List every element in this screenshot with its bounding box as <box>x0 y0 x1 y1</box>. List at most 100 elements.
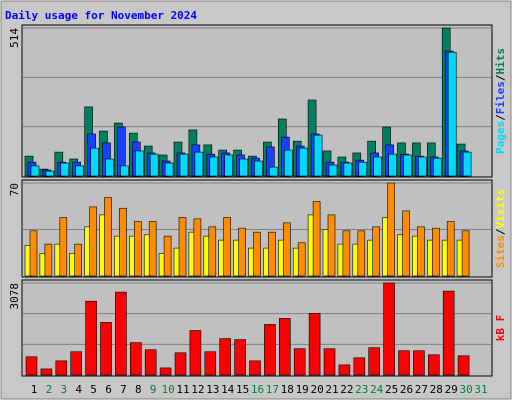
bar <box>297 242 306 277</box>
bar <box>328 164 338 177</box>
bar <box>387 182 395 277</box>
bar <box>75 165 84 177</box>
bar <box>358 161 368 177</box>
bar <box>427 354 440 376</box>
legend-entry: Sites <box>494 235 507 268</box>
bar <box>60 162 70 177</box>
bar <box>179 153 189 177</box>
bar <box>278 318 291 376</box>
bar <box>442 290 455 376</box>
y-tick-label: 514 <box>8 28 21 48</box>
bar <box>462 151 472 177</box>
legend-entry: Visits <box>494 189 507 229</box>
bar <box>238 227 246 277</box>
legend: kB F <box>494 315 507 342</box>
bar <box>105 158 114 177</box>
bar <box>254 160 263 177</box>
x-tick-label: 25 <box>385 383 398 396</box>
bar <box>234 339 246 376</box>
bar <box>74 243 82 277</box>
x-tick-label: 10 <box>161 383 174 396</box>
bar <box>417 226 425 277</box>
bar <box>149 153 159 177</box>
bar <box>44 243 53 277</box>
x-tick-label: 13 <box>206 383 219 396</box>
bar <box>461 230 470 277</box>
legend-entry: Files <box>494 81 507 114</box>
x-tick-label: 22 <box>340 383 353 396</box>
x-tick-label: 28 <box>430 383 443 396</box>
bar <box>164 162 174 177</box>
x-tick-label: 21 <box>325 383 338 396</box>
bar <box>253 231 261 277</box>
x-tick-label: 2 <box>46 383 53 396</box>
bar <box>193 218 202 277</box>
x-tick-label: 12 <box>191 383 204 396</box>
bar <box>368 347 381 376</box>
bar <box>104 197 112 277</box>
x-tick-label: 7 <box>120 383 127 396</box>
x-tick-label: 16 <box>251 383 264 396</box>
bar <box>30 165 40 177</box>
legend-separator: / <box>494 74 507 81</box>
bar <box>413 350 425 376</box>
bar <box>308 313 321 376</box>
bar <box>223 217 231 277</box>
bar <box>120 165 129 177</box>
x-tick-label: 11 <box>176 383 189 396</box>
x-tick-label: 19 <box>296 383 309 396</box>
bar <box>249 360 261 376</box>
x-tick-label: 23 <box>355 383 368 396</box>
bar <box>457 355 470 376</box>
bar <box>29 230 38 277</box>
legend-separator: / <box>494 228 507 235</box>
bar <box>383 282 395 376</box>
x-tick-label: 3 <box>60 383 67 396</box>
bar <box>269 166 278 177</box>
bar <box>388 153 397 177</box>
bar <box>446 221 455 277</box>
bar <box>148 221 157 277</box>
x-tick-label: 5 <box>90 383 97 396</box>
legend: Sites/Visits <box>494 189 507 269</box>
legend-entry: Pages <box>494 121 507 154</box>
bar <box>130 342 142 376</box>
x-tick-label: 8 <box>135 383 142 396</box>
bar <box>70 351 82 376</box>
bar <box>89 206 97 277</box>
bar <box>402 210 410 277</box>
y-tick-label: 3078 <box>8 283 21 310</box>
bar <box>338 364 351 376</box>
bar <box>343 162 353 177</box>
bar <box>327 214 336 277</box>
legend-separator: / <box>494 114 507 121</box>
bar <box>40 368 53 376</box>
bar <box>372 226 381 277</box>
bar <box>224 154 233 177</box>
x-tick-label: 9 <box>150 383 157 396</box>
x-tick-label: 27 <box>415 383 428 396</box>
x-tick-label: 14 <box>221 383 235 396</box>
bar <box>208 226 217 277</box>
bar <box>357 230 366 277</box>
x-tick-label: 31 <box>474 383 487 396</box>
bar <box>209 156 219 177</box>
bar <box>100 322 112 376</box>
x-tick-label: 4 <box>75 383 82 396</box>
x-tick-label: 1 <box>31 383 38 396</box>
x-tick-label: 24 <box>370 383 384 396</box>
legend-entry: kB F <box>494 315 507 342</box>
bar <box>268 231 276 277</box>
bar <box>159 367 172 376</box>
x-tick-label: 20 <box>310 383 323 396</box>
x-tick-label: 26 <box>400 383 413 396</box>
bar <box>204 351 217 376</box>
legend: Pages/Files/Hits <box>494 48 507 154</box>
bar <box>189 330 202 376</box>
x-tick-label: 6 <box>105 383 112 396</box>
x-tick-label: 18 <box>281 383 294 396</box>
x-tick-label: 17 <box>266 383 279 396</box>
bar <box>313 134 323 177</box>
x-tick-label: 15 <box>236 383 249 396</box>
